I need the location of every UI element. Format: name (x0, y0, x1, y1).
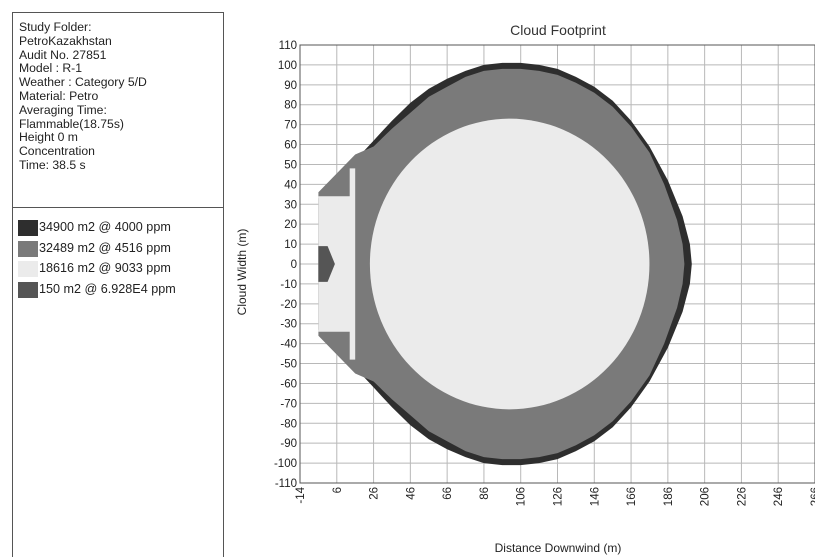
y-tick-label: -70 (280, 398, 297, 410)
info-line: Weather : Category 5/D (19, 75, 147, 90)
y-tick-label: 110 (279, 40, 297, 52)
x-tick-label: -14 (295, 486, 307, 503)
series-core-2 (369, 118, 650, 410)
x-tick-label: 26 (369, 487, 381, 500)
legend-swatch (18, 220, 38, 236)
y-tick-label: 100 (278, 60, 297, 72)
legend-label: 34900 m2 @ 4000 ppm (39, 220, 171, 234)
y-tick-label: 90 (284, 80, 297, 92)
y-tick-label: -30 (280, 319, 297, 331)
plot-frame (299, 44, 815, 484)
legend-item: 18616 m2 @ 9033 ppm (13, 258, 223, 279)
x-tick-label: 166 (626, 487, 638, 506)
y-tick-label: -10 (280, 279, 297, 291)
info-line: Flammable(18.75s) (19, 116, 124, 131)
y-tick-label: 60 (284, 140, 297, 152)
info-line: Time: 38.5 s (19, 157, 86, 172)
y-tick-label: 40 (284, 179, 297, 191)
y-tick-label: 20 (284, 219, 297, 231)
chart-title: Cloud Footprint (510, 22, 606, 38)
y-axis-title: Cloud Width (m) (235, 229, 249, 316)
info-line: Audit No. 27851 (19, 47, 107, 62)
y-tick-label: 70 (284, 120, 297, 132)
x-tick-label: 46 (405, 487, 417, 500)
info-line: Model : R-1 (19, 61, 82, 76)
y-tick-label: -100 (274, 458, 297, 470)
info-panel: Study Folder: PetroKazakhstan Audit No. 27… (12, 12, 224, 208)
legend-swatch (18, 240, 38, 257)
x-tick-label: 106 (516, 487, 528, 506)
legend-swatch (18, 281, 38, 298)
series-area-2 (318, 168, 356, 360)
legend-item: 34900 m2 @ 4000 ppm (13, 217, 223, 238)
y-tick-label: 50 (284, 159, 297, 171)
y-tick-label: -110 (275, 478, 297, 490)
legend-panel: 34900 m2 @ 4000 ppm 32489 m2 @ 4516 ppm 18… (12, 208, 224, 557)
y-tick-label: -20 (280, 299, 297, 311)
series-area-3 (318, 246, 335, 282)
x-tick-label: 6 (332, 487, 344, 493)
x-tick-label: 226 (736, 487, 748, 506)
info-line: Averaging Time: (19, 102, 107, 117)
x-tick-label: 146 (589, 487, 601, 506)
info-line: PetroKazakhstan (19, 33, 112, 48)
legend-item: 32489 m2 @ 4516 ppm (13, 238, 223, 259)
x-tick-label: 206 (700, 487, 712, 506)
info-line: Material: Petro (19, 88, 99, 103)
y-tick-label: -90 (280, 438, 297, 450)
legend-label: 150 m2 @ 6.928E4 ppm (39, 281, 176, 296)
y-tick-label: -80 (280, 418, 297, 430)
info-line: Concentration (19, 144, 95, 159)
x-axis-title: Distance Downwind (m) (495, 541, 622, 555)
x-tick-label: 86 (479, 487, 491, 500)
info-line: Study Folder: (19, 20, 92, 34)
y-tick-label: 10 (284, 239, 297, 251)
legend-label: 18616 m2 @ 9033 ppm (39, 261, 171, 275)
y-tick-label: -40 (280, 339, 297, 351)
y-tick-label: -60 (280, 378, 297, 390)
x-tick-label: 66 (442, 487, 454, 500)
y-tick-label: 0 (291, 259, 297, 271)
x-tick-label: 246 (773, 487, 785, 506)
legend-item: 150 m2 @ 6.928E4 ppm (13, 279, 223, 300)
x-tick-label: 186 (663, 487, 675, 506)
y-tick-label: 30 (284, 199, 297, 211)
legend-label: 32489 m2 @ 4516 ppm (39, 240, 171, 255)
legend-swatch (18, 261, 38, 277)
info-line: Height 0 m (19, 130, 78, 145)
x-tick-label: 266 (810, 487, 815, 506)
y-tick-label: 80 (284, 100, 297, 112)
y-tick-label: -50 (280, 359, 297, 371)
chart: Cloud Footprint1101009080706050403020100… (235, 22, 815, 555)
x-tick-label: 126 (553, 487, 565, 506)
